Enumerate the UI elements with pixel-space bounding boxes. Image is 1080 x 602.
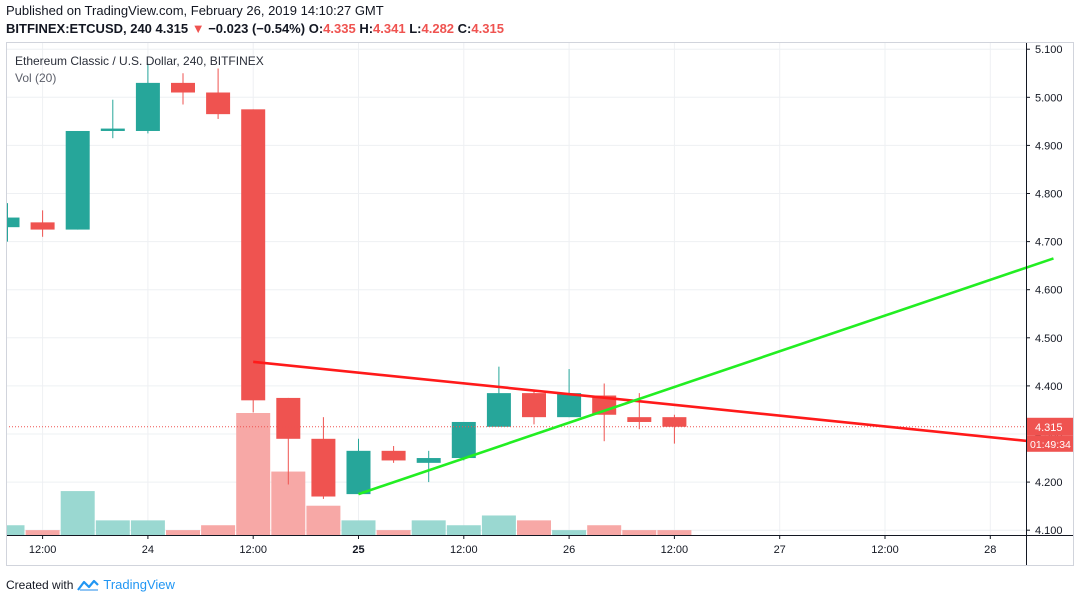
time-tick-label: 12:00 [871,544,899,556]
price-tick-label: 4.500 [1035,333,1063,345]
price-tick-label: 4.200 [1035,477,1063,489]
chart-panel[interactable]: 5.100 5.000 4.900 4.800 4.700 4.600 4.500 4.400… [6,42,1074,566]
price-tick-label: 4.400 [1035,381,1063,393]
candle-down[interactable] [276,397,301,439]
tradingview-logo-icon [77,579,100,591]
candle-down[interactable] [381,450,406,461]
candle-down[interactable] [241,109,266,401]
price-tick-label: 5.000 [1035,92,1063,104]
time-tick-label: 12:00 [450,544,478,556]
low-value: 4.282 [421,21,455,36]
symbol-label: BITFINEX:ETCUSD, 240 [6,21,152,36]
support-trendline[interactable] [358,257,1054,496]
volume-bar [25,530,60,535]
volume-bar [376,530,411,535]
price-tick-label: 4.800 [1035,189,1063,201]
candle-down[interactable] [30,222,55,230]
footer: Created with TradingView [6,577,175,592]
price-tick-label: 4.900 [1035,140,1063,152]
volume-legend: Vol (20) [15,71,57,85]
volume-bar [622,530,657,535]
volume-bar [552,530,587,535]
candle-down[interactable] [171,82,195,93]
created-with-text: Created with [6,577,74,592]
time-tick-label: 27 [774,544,786,556]
volume-bar [166,530,200,535]
high-value: 4.341 [373,21,406,36]
symbol-ohlc-line: BITFINEX:ETCUSD, 240 4.315 ▼ −0.023 (−0.… [6,21,504,36]
price-chart[interactable]: 5.100 5.000 4.900 4.800 4.700 4.600 4.500 4.400… [6,42,1074,566]
time-tick-label: 28 [984,544,996,556]
candle-up[interactable] [416,458,441,463]
close-label: C: [457,21,472,36]
down-arrow-icon: ▼ [191,21,205,36]
volume-bar [517,520,551,535]
countdown-tag [1027,435,1073,452]
low-label: L: [409,21,422,36]
time-tick-label: 24 [142,544,154,556]
price-tick-label: 4.100 [1035,525,1063,537]
candle-up[interactable] [100,128,125,131]
series-legend-title: Ethereum Classic / U.S. Dollar, 240, BIT… [15,54,264,68]
volume-bar [587,525,622,535]
last-price-tag [1027,417,1073,436]
candle-down[interactable] [627,417,652,422]
candle-up[interactable] [135,82,160,131]
published-note: Published on TradingView.com, February 2… [6,3,384,18]
time-tick-label: 12:00 [239,544,267,556]
volume-bar [341,520,376,535]
tradingview-brand: TradingView [103,577,175,592]
volume-bar [411,520,446,535]
candle-down[interactable] [522,393,546,418]
candle-up[interactable] [451,421,476,459]
price-tick-label: 5.100 [1035,44,1063,56]
candle-down[interactable] [662,417,687,427]
close-value: 4.315 [471,21,504,36]
volume-bar [657,530,692,535]
time-tick-label: 26 [563,544,575,556]
price-tick-label: 4.600 [1035,285,1063,297]
volume-bar [60,491,95,535]
candle-up[interactable] [65,130,90,230]
volume-bar [481,515,516,535]
candle-up[interactable] [486,393,511,427]
time-tick-label: 12:00 [661,544,689,556]
chart-frame [6,42,1074,566]
volume-bar [201,525,236,535]
candle-up[interactable] [557,393,582,418]
last-price: 4.315 [155,21,189,36]
candle-down[interactable] [206,92,231,115]
candle-up[interactable] [346,450,371,495]
volume-bar [95,520,130,535]
volume-bar [446,525,481,535]
volume-bar [236,413,271,535]
volume-bar [306,505,341,535]
countdown-label: 01:49:34 [1030,439,1071,451]
time-tick-label: 25 [352,544,364,556]
open-value: 4.335 [323,21,356,36]
resistance-trendline[interactable] [253,360,1054,445]
time-tick-label: 12:00 [29,544,57,556]
volume-bar [6,525,25,535]
high-label: H: [359,21,374,36]
candle-up[interactable] [6,217,20,228]
volume-bar [130,520,165,535]
price-tick-label: 4.700 [1035,237,1063,249]
open-label: O: [308,21,324,36]
price-change: −0.023 (−0.54%) [208,21,306,36]
candle-down[interactable] [311,438,336,497]
last-price-tag-label: 4.315 [1035,422,1063,434]
